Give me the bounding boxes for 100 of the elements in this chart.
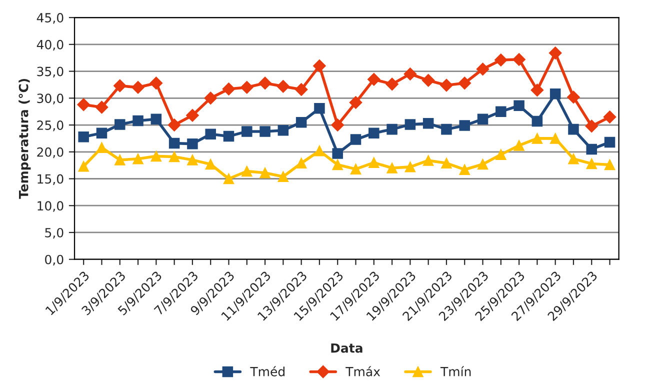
point xyxy=(78,161,89,172)
point xyxy=(168,151,180,162)
point xyxy=(260,167,270,178)
point xyxy=(496,149,506,160)
point xyxy=(296,158,307,169)
point xyxy=(586,158,598,170)
point xyxy=(296,116,307,128)
point xyxy=(422,155,434,166)
point xyxy=(294,83,308,96)
point xyxy=(168,118,181,132)
point xyxy=(114,154,126,166)
point xyxy=(604,136,616,148)
point xyxy=(585,120,598,133)
point xyxy=(96,128,108,138)
point xyxy=(222,82,236,96)
point xyxy=(550,88,561,100)
point xyxy=(258,76,272,90)
point xyxy=(240,80,254,94)
point xyxy=(314,145,325,156)
point xyxy=(313,59,326,72)
point xyxy=(440,78,453,92)
point xyxy=(150,114,162,124)
y-tick-label: 30,0 xyxy=(37,94,64,104)
point xyxy=(422,74,435,87)
point xyxy=(332,159,343,170)
point xyxy=(223,173,234,184)
point xyxy=(512,53,526,66)
point xyxy=(368,128,380,138)
point xyxy=(260,126,270,137)
point xyxy=(404,119,416,130)
point xyxy=(314,102,325,114)
point xyxy=(278,125,289,136)
point xyxy=(187,138,198,150)
point xyxy=(568,124,579,135)
point xyxy=(477,158,488,170)
point xyxy=(150,76,163,90)
y-tick-label: 5,0 xyxy=(45,228,64,239)
point xyxy=(278,171,289,182)
point xyxy=(386,78,398,91)
point xyxy=(550,133,561,144)
point xyxy=(150,150,162,162)
point xyxy=(78,131,89,142)
y-tick-label: 10,0 xyxy=(38,201,64,212)
legend-label: Tmín xyxy=(440,366,471,376)
y-tick-label: 45,0 xyxy=(36,13,64,24)
point xyxy=(114,119,126,130)
point xyxy=(548,46,562,60)
point xyxy=(113,79,126,92)
y-tick-label: 20,0 xyxy=(37,147,64,158)
point xyxy=(276,80,290,93)
point xyxy=(205,128,216,140)
point xyxy=(132,115,144,126)
point xyxy=(496,106,506,117)
point xyxy=(368,157,380,168)
x-axis-title: Data xyxy=(331,343,362,353)
point xyxy=(494,54,508,66)
point xyxy=(242,126,252,137)
point xyxy=(404,68,417,80)
point xyxy=(386,162,398,174)
point xyxy=(603,110,616,124)
y-tick-label: 35,0 xyxy=(37,66,64,78)
point xyxy=(96,142,108,153)
point xyxy=(331,118,344,132)
point xyxy=(350,134,362,145)
legend-label: Tméd xyxy=(250,366,284,376)
point xyxy=(459,164,470,175)
y-tick-label: 15,0 xyxy=(38,174,64,185)
point xyxy=(567,90,580,104)
point xyxy=(514,140,524,151)
legend-label: Tmáx xyxy=(346,366,380,376)
point xyxy=(441,124,452,135)
y-axis-title: Temperatura (°C) xyxy=(18,78,31,199)
point xyxy=(441,158,452,169)
point xyxy=(386,124,398,135)
point xyxy=(205,158,216,170)
point xyxy=(332,148,343,159)
point xyxy=(514,100,524,112)
point xyxy=(530,84,544,97)
y-tick-label: 25,0 xyxy=(37,120,64,132)
point xyxy=(168,138,180,149)
point xyxy=(458,76,472,90)
point xyxy=(604,159,616,170)
point xyxy=(422,118,434,129)
point xyxy=(187,154,198,166)
point xyxy=(404,162,416,172)
point xyxy=(568,153,579,164)
point xyxy=(476,62,490,76)
point xyxy=(132,80,144,94)
point xyxy=(242,166,252,177)
point xyxy=(186,108,199,122)
point xyxy=(349,96,362,109)
y-tick-label: 0,0 xyxy=(45,254,64,266)
point xyxy=(532,133,543,144)
point xyxy=(204,92,218,105)
point xyxy=(95,100,108,114)
point xyxy=(350,164,362,174)
point xyxy=(477,114,488,124)
point xyxy=(586,144,598,155)
point xyxy=(132,153,144,164)
point xyxy=(223,130,234,142)
